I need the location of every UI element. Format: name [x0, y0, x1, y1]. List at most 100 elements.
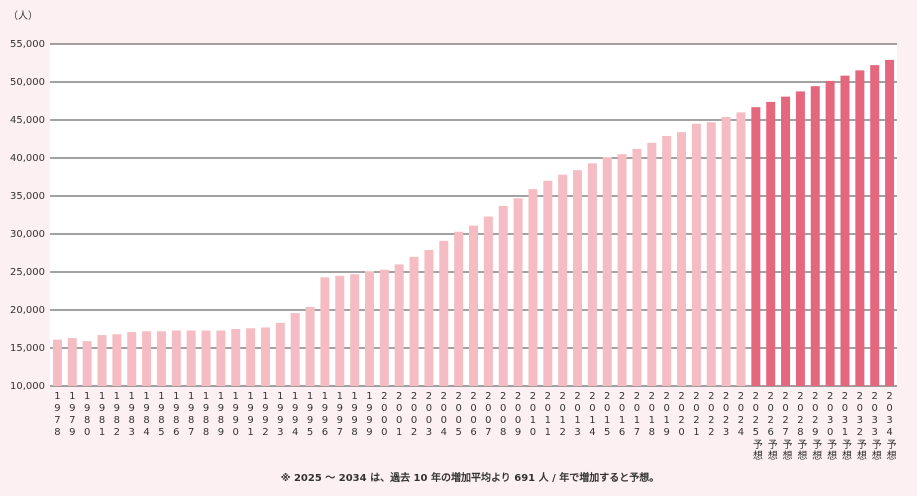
x-tick-label: 2010 [527, 391, 538, 439]
x-tick-label: 1980 [82, 391, 93, 439]
bar [573, 170, 583, 386]
x-tick-label: 2009 [513, 391, 524, 439]
y-axis-label: （人） [8, 10, 38, 22]
x-tick-label: 1999 [364, 391, 375, 439]
bar [795, 91, 805, 386]
bar [394, 264, 404, 386]
x-tick-label: 1986 [171, 391, 182, 439]
x-tick-label: 2027予想 [780, 391, 792, 461]
bar [97, 335, 107, 386]
y-tick-label: 50,000 [10, 77, 45, 88]
x-tick-label: 1981 [97, 391, 108, 439]
bar [706, 122, 716, 386]
x-tick-label: 2014 [587, 391, 598, 439]
y-tick-label: 10,000 [10, 381, 45, 392]
x-tick-label: 1984 [141, 391, 152, 439]
bar [171, 330, 181, 386]
bar [543, 180, 553, 386]
bar [67, 338, 77, 386]
bar [721, 116, 731, 387]
x-tick-label: 1994 [290, 391, 301, 439]
bar [647, 142, 657, 386]
bar [379, 269, 389, 386]
bar [870, 65, 880, 387]
bar [617, 154, 627, 386]
x-tick-label: 2023 [721, 391, 732, 439]
y-tick-label: 55,000 [10, 39, 45, 50]
bar [751, 107, 761, 386]
bar [216, 330, 226, 386]
x-tick-label: 2016 [617, 391, 628, 439]
bar [201, 330, 211, 386]
x-tick-label: 1996 [319, 391, 330, 439]
x-tick-label: 1987 [186, 391, 197, 439]
x-tick-label: 2011 [542, 391, 553, 439]
bar [855, 70, 865, 386]
y-tick-label: 35,000 [10, 191, 45, 202]
x-tick-label: 2008 [498, 391, 509, 439]
bar [587, 163, 597, 386]
x-tick-label: 2032予想 [854, 391, 866, 461]
bar [364, 271, 374, 386]
x-tick-label: 2015 [602, 391, 613, 439]
y-tick-label: 30,000 [10, 229, 45, 240]
x-tick-label: 2020 [676, 391, 687, 439]
x-tick-label: 2021 [691, 391, 702, 439]
bar [825, 80, 835, 386]
bar [528, 189, 538, 386]
bar [112, 334, 122, 386]
x-tick-label: 1988 [201, 391, 212, 439]
y-tick-label: 15,000 [10, 343, 45, 354]
bar [350, 274, 360, 386]
bar [662, 135, 672, 386]
bar [781, 96, 791, 386]
bar [885, 59, 895, 386]
x-tick-label: 2004 [438, 391, 449, 439]
x-tick-label: 1993 [275, 391, 286, 439]
x-tick-label: 1982 [111, 391, 122, 439]
bar [305, 306, 315, 386]
bar [409, 256, 419, 386]
bar [498, 205, 508, 386]
x-tick-label: 1995 [305, 391, 316, 439]
bar [52, 339, 62, 386]
x-tick-label: 2029予想 [810, 391, 822, 461]
x-tick-label: 1998 [349, 391, 360, 439]
y-tick-label: 40,000 [10, 153, 45, 164]
note: ※ 2025 ～ 2034 は、過去 10 年の増加平均より 691 人 / 年… [281, 471, 659, 484]
bar [513, 198, 523, 386]
bar [558, 174, 568, 386]
bar [736, 112, 746, 387]
bar [766, 101, 776, 387]
bar [454, 231, 464, 386]
bar [602, 157, 612, 386]
x-tick-label: 1989 [215, 391, 226, 439]
x-tick-label: 2026予想 [765, 391, 777, 461]
bar [810, 86, 820, 386]
bar [632, 148, 642, 386]
y-tick-label: 20,000 [10, 305, 45, 316]
x-tick-label: 1978 [52, 391, 63, 439]
y-tick-label: 45,000 [10, 115, 45, 126]
bar [186, 330, 196, 386]
x-tick-label: 2033予想 [869, 391, 881, 461]
bar [156, 331, 166, 386]
x-tick-label: 1990 [230, 391, 241, 439]
x-tick-label: 2024 [735, 391, 746, 439]
x-tick-label: 2007 [483, 391, 494, 439]
bar [231, 329, 241, 386]
x-tick-label: 2002 [409, 391, 420, 439]
x-tick-label: 2000 [379, 391, 390, 439]
x-tick-label: 2001 [394, 391, 405, 439]
bar [127, 332, 137, 386]
x-tick-label: 2013 [572, 391, 583, 439]
bar [483, 216, 493, 386]
x-tick-label: 1985 [156, 391, 167, 439]
bar [469, 225, 478, 386]
x-tick-label: 2018 [646, 391, 657, 439]
y-tick-label: 25,000 [10, 267, 45, 278]
bar [142, 331, 152, 386]
bar [840, 75, 850, 387]
bar [424, 249, 434, 386]
